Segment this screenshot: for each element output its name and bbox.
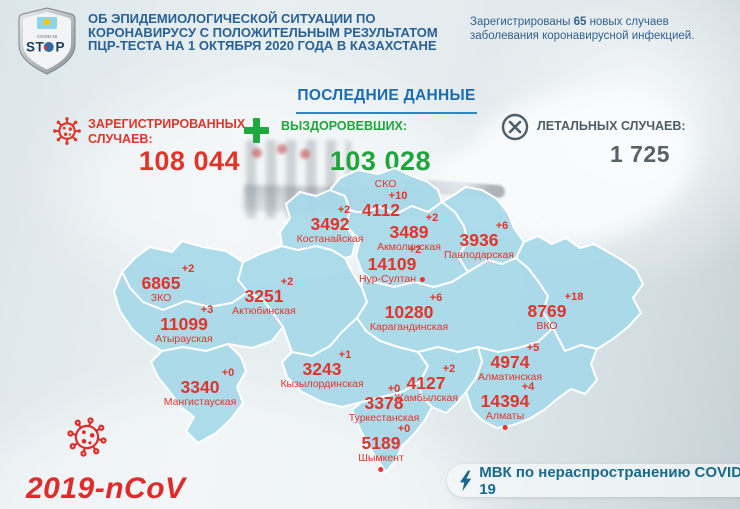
region-label-ЗКО: +2 6865 ЗКО (141, 264, 195, 304)
region-name: ВКО (536, 320, 558, 332)
committee-band: МВК по нераспространению COVID-19 (447, 463, 740, 498)
region-atyrau (113, 271, 284, 352)
region-label-Алматинская: +5 4974 Алматинская (477, 343, 543, 383)
city-dot (378, 467, 384, 472)
region-name: Алматы (485, 410, 525, 422)
region-name: Мангистауская (163, 396, 237, 408)
region-delta: +3 (200, 304, 214, 316)
new-cases-count: 65 (570, 16, 590, 28)
region-delta: +6 (495, 220, 509, 232)
page-title: ОБ ЭПИДЕМИОЛОГИЧЕСКОЙ СИТУАЦИИ ПО КОРОНА… (88, 12, 468, 53)
region-name: Карагандинская (369, 321, 449, 333)
region-value: 6865 (141, 273, 181, 293)
region-delta: +4 (521, 381, 535, 393)
region-value: 14109 (367, 254, 417, 274)
region-value: 10280 (384, 302, 434, 322)
region-label-Нур-Султан: +2 14109 Нур-Султан (359, 245, 426, 284)
virus-icon (51, 115, 83, 152)
region-value: 3936 (459, 230, 499, 250)
recovered-label: ВЫЗДОРОВЕВШИХ: (281, 119, 408, 133)
region-delta: +2 (408, 244, 422, 256)
region-delta: +18 (564, 291, 584, 303)
region-value: 14394 (480, 391, 530, 411)
region-value: 3492 (310, 214, 350, 234)
region-label-ВКО: +18 8769 ВКО (527, 292, 584, 332)
city-dot (502, 425, 508, 430)
region-name: Костанайская (296, 233, 364, 245)
region-label-Мангистауская: +0 3340 Мангистауская (163, 368, 237, 408)
region-name: Шымкент (358, 452, 404, 464)
region-label-Актюбинская: +2 3251 Актюбинская (232, 277, 296, 317)
plus-icon (242, 116, 271, 150)
region-delta: +2 (181, 263, 195, 275)
virus-code-label: 2019-nCoV (26, 472, 186, 505)
region-delta: +2 (280, 276, 294, 288)
region-delta: +0 (221, 367, 235, 379)
committee-label: МВК по нераспространению COVID-19 (479, 463, 740, 498)
region-delta: +6 (429, 292, 443, 304)
city-dot (420, 277, 426, 282)
deaths-value: 1 725 (609, 141, 670, 167)
region-value: 4974 (490, 352, 530, 372)
region-label-Костанайская: +2 3492 Костанайская (296, 205, 364, 245)
region-value: 4127 (406, 373, 446, 393)
shield-inner (23, 12, 71, 70)
deaths-label: ЛЕТАЛЬНЫХ СЛУЧАЕВ: (537, 119, 686, 133)
region-name: Туркестанская (348, 412, 420, 424)
coronavirus-outline-icon (64, 414, 110, 465)
region-value: 3340 (180, 377, 220, 397)
svg-text:P: P (56, 40, 65, 55)
region-value: 3251 (244, 286, 284, 306)
title-line: КОРОНАВИРУСУ С ПОЛОЖИТЕЛЬНЫМ РЕЗУЛЬТАТОМ (88, 24, 438, 40)
lightning-bolt-icon (459, 470, 472, 491)
region-label-Атырауская: +3 11099 Атырауская (155, 305, 213, 345)
region-value: 11099 (160, 314, 208, 334)
region-value: 3243 (302, 359, 342, 379)
region-delta: +2 (337, 204, 351, 216)
region-name: Атырауская (155, 333, 213, 345)
region-label-Карагандинская: +6 10280 Карагандинская (369, 293, 449, 333)
badge-covid-label: COVID-19 (37, 34, 58, 39)
region-delta: +2 (442, 363, 456, 375)
region-value: 3378 (364, 393, 404, 413)
region-name: ЗКО (150, 292, 172, 304)
region-label-Алматы: +4 14394 Алматы (480, 382, 534, 430)
recovered-value: 103 028 (329, 146, 431, 176)
region-delta: +0 (397, 423, 411, 435)
region-label-Шымкент: +0 5189 Шымкент (358, 424, 410, 472)
badge-stop-label: ST (26, 40, 45, 55)
region-name: Нур-Султан (359, 274, 426, 284)
region-delta: +5 (526, 342, 540, 354)
registered-label: ЗАРЕГИСТРИРОВАННЫХ СЛУЧАЕВ: (88, 117, 246, 146)
region-delta: +0 (387, 383, 401, 395)
region-name: Алматинская (477, 371, 543, 383)
registered-value: 108 044 (138, 146, 240, 176)
region-label-Туркестанская: +0 3378 Туркестанская (348, 384, 420, 424)
new-cases-note: Зарегистрированы 65 новых случаев заболе… (470, 16, 695, 42)
region-value: 5189 (361, 433, 401, 453)
title-line: ПЦР-ТЕСТА НА 1 ОКТЯБРЯ 2020 ГОДА В КАЗАХ… (88, 38, 437, 53)
circle-x-icon (500, 112, 530, 147)
region-name: Павлодарская (444, 249, 514, 261)
region-label-Павлодарская: +6 3936 Павлодарская (444, 221, 514, 261)
region-value: 3489 (389, 222, 429, 242)
latest-data-heading: ПОСЛЕДНИЕ ДАННЫЕ (296, 87, 477, 114)
region-name: Актюбинская (232, 305, 296, 317)
title-line: ОБ ЭПИДЕМИОЛОГИЧЕСКОЙ СИТУАЦИИ ПО (88, 11, 376, 26)
region-delta: +1 (338, 349, 352, 361)
region-value: 8769 (527, 301, 567, 321)
region-label-Кызылординская: +1 3243 Кызылординская (280, 350, 364, 390)
region-delta: +10 (388, 190, 408, 202)
region-name: Кызылординская (280, 378, 364, 390)
stop-covid-badge: COVID-19 ST P (16, 7, 78, 80)
